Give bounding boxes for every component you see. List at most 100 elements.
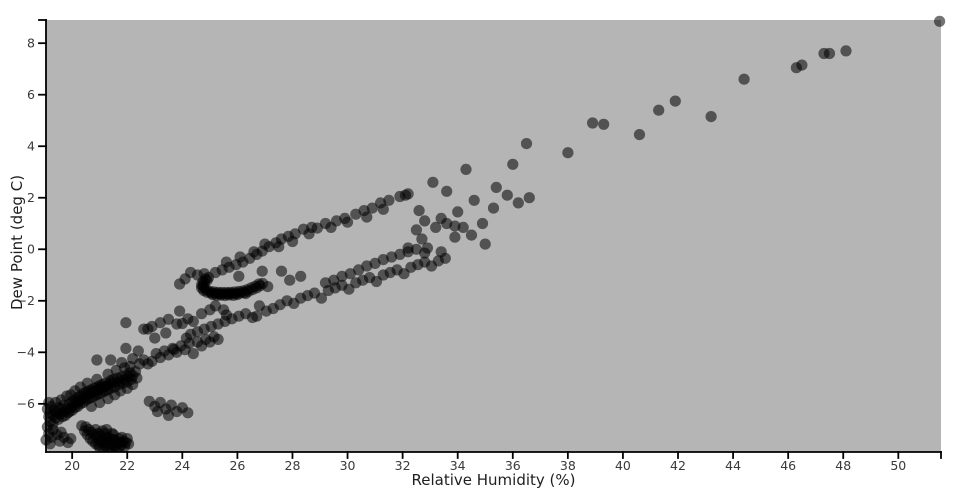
data-point [65,433,77,445]
x-tick-label: 28 [285,458,301,473]
data-point [187,315,199,327]
data-point [286,235,299,248]
data-point [377,203,389,215]
data-point [341,216,354,228]
data-point [248,246,260,258]
data-point [91,354,103,366]
data-point [427,176,439,188]
data-point [233,270,245,282]
data-point [259,238,271,250]
data-point [262,281,274,293]
data-point [168,343,180,356]
data-point [796,59,808,71]
data-point [315,292,327,304]
data-point [251,310,263,322]
data-point [43,396,55,409]
data-point [116,357,128,369]
x-tick-label: 26 [229,458,245,473]
x-tick-label: 40 [615,458,631,473]
x-tick-label: 48 [835,458,851,473]
x-tick-label: 20 [64,458,80,473]
data-point [441,185,453,197]
data-point [501,189,513,201]
y-tick-label: 2 [27,190,35,205]
data-point [85,400,97,412]
data-point [227,289,239,301]
data-point [587,117,599,129]
data-point [174,278,186,290]
x-tick-label: 24 [174,458,190,473]
y-tick-label: 8 [27,35,35,50]
data-point [220,309,232,321]
data-point [105,354,117,366]
y-tick-label: −2 [17,293,35,308]
data-point [303,228,315,240]
data-point [240,288,252,300]
data-point [149,332,161,344]
data-point [92,439,104,451]
data-point [840,45,852,57]
data-point [507,158,519,170]
data-point [653,104,665,116]
axes [38,19,942,459]
data-points [40,15,946,452]
data-point [211,290,223,302]
data-point [452,206,464,218]
data-point [325,221,337,233]
data-point [449,220,461,232]
x-tick-label: 22 [119,458,135,473]
data-point [523,192,535,204]
data-point [598,118,610,130]
data-point [562,147,574,159]
data-point [419,247,431,259]
data-point [823,47,836,60]
data-point [212,333,224,345]
x-tick-label: 32 [395,458,411,473]
data-point [512,197,524,209]
data-point [81,377,93,389]
data-point [361,211,373,223]
plot-background [46,20,941,452]
data-point [669,95,681,107]
y-axis-label: Dew Point (deg C) [8,174,26,310]
x-tick-label: 46 [780,458,796,473]
x-tick-label: 38 [560,458,576,473]
data-point [132,345,144,357]
data-point [220,256,232,268]
y-tick-label: −4 [17,345,35,360]
data-point [273,241,285,253]
data-point [275,265,288,277]
data-point [127,378,139,391]
data-point [419,215,431,227]
x-tick-label: 36 [505,458,521,473]
y-tick-label: −6 [17,396,35,411]
data-point [402,242,414,254]
y-tick-label: 0 [27,242,35,257]
data-point [55,426,67,438]
x-axis-label: Relative Humidity (%) [411,471,576,489]
x-tick-label: 30 [340,458,356,473]
data-point [219,290,231,302]
data-point [520,138,533,150]
data-point [449,231,461,243]
data-point [256,265,268,277]
data-point [253,278,265,290]
data-point [123,438,135,450]
data-point [476,217,489,230]
data-point [430,221,442,233]
data-point [187,348,199,360]
data-point [457,221,469,233]
data-point [196,308,208,320]
data-point [234,251,246,263]
x-tick-label: 42 [670,458,686,473]
data-point [465,229,478,241]
data-point [468,194,480,206]
data-point [162,313,175,325]
data-point [705,111,717,123]
x-tick-label: 44 [725,458,741,473]
data-point [435,246,447,258]
data-point [120,317,132,329]
data-point [162,409,175,421]
y-tick-label: 6 [27,87,35,102]
